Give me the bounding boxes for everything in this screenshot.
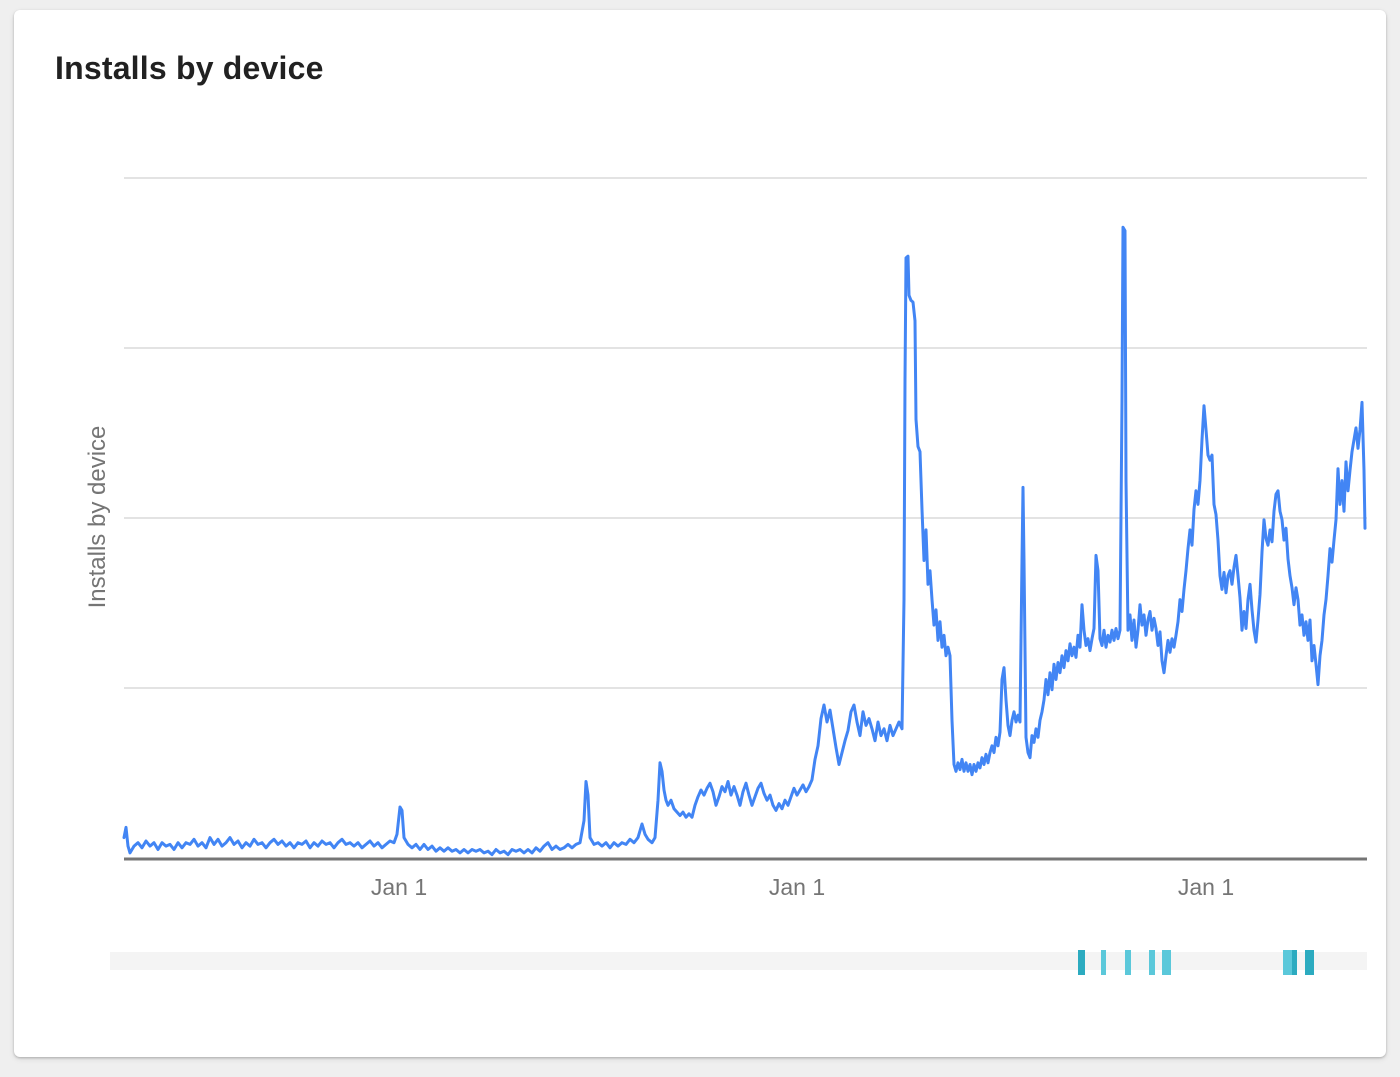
- installs-series-line[interactable]: [122, 225, 1367, 857]
- x-tick-label: Jan 1: [1177, 874, 1235, 900]
- scrubber-event-mark[interactable]: [1162, 950, 1171, 975]
- scrubber-event-mark[interactable]: [1101, 950, 1106, 975]
- timeline-scrubber-track[interactable]: [110, 952, 1367, 970]
- scrubber-event-mark[interactable]: [1292, 950, 1297, 975]
- installs-by-device-card: Installs by device Installs by device Ja…: [14, 10, 1386, 1057]
- page-title: Installs by device: [55, 50, 324, 86]
- y-axis-label: Installs by device: [84, 425, 111, 609]
- scrubber-event-mark[interactable]: [1149, 950, 1155, 975]
- scrubber-event-mark[interactable]: [1078, 950, 1085, 975]
- scrubber-event-mark[interactable]: [1283, 950, 1293, 975]
- x-tick-label: Jan 1: [370, 874, 428, 900]
- scrubber-event-mark[interactable]: [1305, 950, 1314, 975]
- x-tick-label: Jan 1: [768, 874, 826, 900]
- scrubber-event-mark[interactable]: [1125, 950, 1131, 975]
